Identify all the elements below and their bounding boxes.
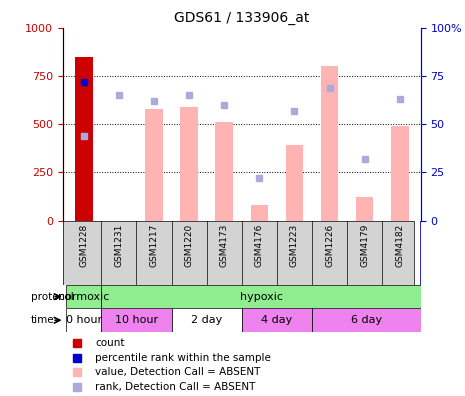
Text: GSM1226: GSM1226 [325, 224, 334, 267]
Bar [101, 308, 172, 332]
Text: 0 hour: 0 hour [66, 315, 102, 325]
Bar [286, 145, 303, 221]
Bar [251, 205, 268, 221]
Text: time: time [31, 315, 55, 325]
Bar [391, 126, 409, 221]
Bar [356, 198, 373, 221]
Bar [172, 308, 242, 332]
Text: GSM1228: GSM1228 [80, 224, 88, 267]
Text: normoxic: normoxic [58, 292, 110, 302]
Bar [101, 285, 421, 308]
Text: 2 day: 2 day [191, 315, 222, 325]
Bar [312, 308, 421, 332]
Text: GSM1220: GSM1220 [185, 224, 193, 267]
Text: GSM4179: GSM4179 [360, 224, 369, 267]
Text: rank, Detection Call = ABSENT: rank, Detection Call = ABSENT [95, 382, 255, 392]
Text: GSM4176: GSM4176 [255, 224, 264, 267]
Text: GSM4173: GSM4173 [220, 224, 229, 267]
Bar [75, 57, 93, 221]
Text: value, Detection Call = ABSENT: value, Detection Call = ABSENT [95, 367, 260, 377]
Text: 6 day: 6 day [351, 315, 382, 325]
Text: GSM4182: GSM4182 [395, 224, 404, 267]
Text: 10 hour: 10 hour [115, 315, 158, 325]
Bar [321, 66, 339, 221]
Text: percentile rank within the sample: percentile rank within the sample [95, 353, 271, 363]
Text: GSM1223: GSM1223 [290, 224, 299, 267]
Bar [242, 308, 312, 332]
Bar [66, 285, 101, 308]
Text: GSM1231: GSM1231 [114, 224, 123, 267]
Text: count: count [95, 338, 125, 348]
Title: GDS61 / 133906_at: GDS61 / 133906_at [174, 11, 310, 25]
Bar [180, 107, 198, 221]
Bar [66, 308, 101, 332]
Text: GSM1217: GSM1217 [150, 224, 159, 267]
Bar [215, 122, 233, 221]
Text: protocol: protocol [31, 292, 74, 302]
Text: hypoxic: hypoxic [239, 292, 283, 302]
Bar [145, 109, 163, 221]
Text: 4 day: 4 day [261, 315, 292, 325]
